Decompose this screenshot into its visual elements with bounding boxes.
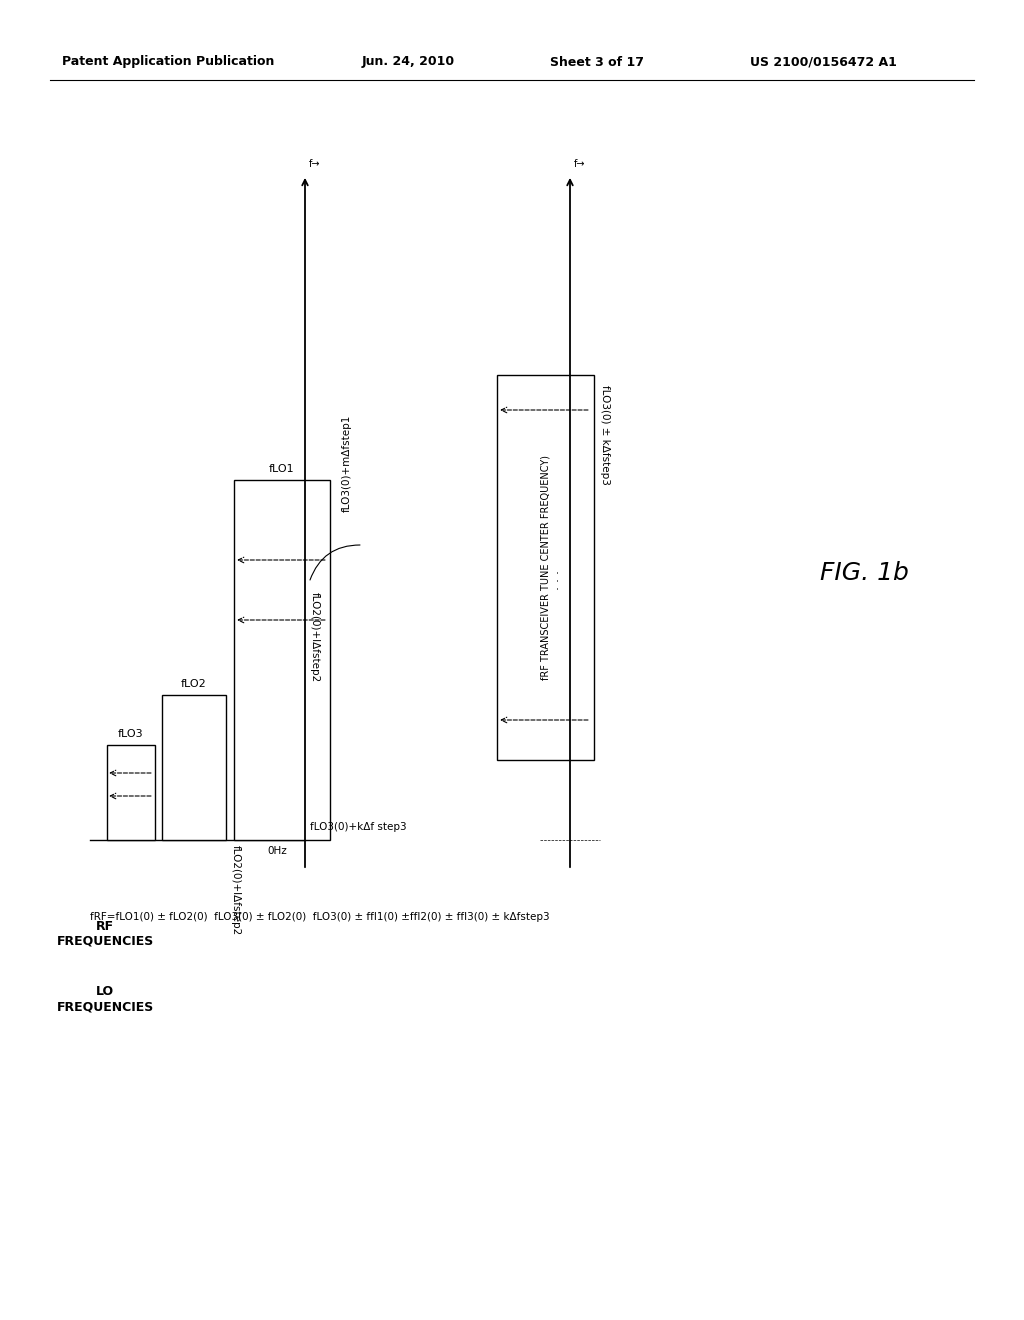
Text: RF
FREQUENCIES: RF FREQUENCIES xyxy=(56,920,154,948)
Text: fRF TRANSCEIVER TUNE CENTER FREQUENCY): fRF TRANSCEIVER TUNE CENTER FREQUENCY) xyxy=(541,455,551,680)
Text: US 2100/0156472 A1: US 2100/0156472 A1 xyxy=(750,55,897,69)
Text: . . .: . . . xyxy=(549,570,562,590)
Text: Jun. 24, 2010: Jun. 24, 2010 xyxy=(362,55,455,69)
Text: fLO2(0)+lΔfstep2: fLO2(0)+lΔfstep2 xyxy=(310,591,319,682)
Text: fLO3(0)+kΔf step3: fLO3(0)+kΔf step3 xyxy=(310,822,407,832)
Text: fLO2: fLO2 xyxy=(181,678,207,689)
Bar xyxy=(497,375,594,760)
Text: fLO3: fLO3 xyxy=(118,729,143,739)
Text: fLO1: fLO1 xyxy=(269,465,295,474)
Text: Patent Application Publication: Patent Application Publication xyxy=(62,55,274,69)
Bar xyxy=(162,696,226,840)
Text: FIG. 1b: FIG. 1b xyxy=(820,561,909,585)
Text: fLO3(0)+mΔfstep1: fLO3(0)+mΔfstep1 xyxy=(342,414,352,512)
Text: fLO2(0)+lΔfstep2: fLO2(0)+lΔfstep2 xyxy=(231,845,241,936)
Text: f→: f→ xyxy=(574,158,586,169)
Text: Sheet 3 of 17: Sheet 3 of 17 xyxy=(550,55,644,69)
Text: fLO3(0) ± kΔfstep3: fLO3(0) ± kΔfstep3 xyxy=(600,385,610,484)
Bar xyxy=(106,744,155,840)
Bar xyxy=(234,480,330,840)
Text: 0Hz: 0Hz xyxy=(267,846,287,855)
Text: LO
FREQUENCIES: LO FREQUENCIES xyxy=(56,985,154,1012)
Text: f→: f→ xyxy=(309,158,321,169)
Text: fRF=fLO1(0) ± fLO2(0)  fLO3(0) ± fLO2(0)  fLO3(0) ± ffI1(0) ±ffI2(0) ± ffI3(0) ±: fRF=fLO1(0) ± fLO2(0) fLO3(0) ± fLO2(0) … xyxy=(90,912,550,921)
